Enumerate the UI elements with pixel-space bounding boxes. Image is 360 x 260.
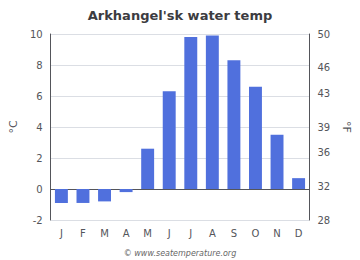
- svg-text:°C: °C: [7, 120, 20, 134]
- svg-text:N: N: [273, 228, 280, 239]
- svg-text:© www.seatemperature.org: © www.seatemperature.org: [124, 249, 236, 258]
- svg-text:A: A: [209, 228, 216, 239]
- svg-text:A: A: [123, 228, 130, 239]
- svg-text:10: 10: [30, 29, 43, 40]
- svg-text:8: 8: [36, 60, 42, 71]
- svg-text:Arkhangel'sk water temp: Arkhangel'sk water temp: [88, 8, 273, 23]
- svg-text:4: 4: [36, 122, 42, 133]
- svg-text:6: 6: [36, 91, 42, 102]
- svg-text:D: D: [295, 228, 303, 239]
- svg-text:F: F: [80, 228, 86, 239]
- svg-text:2: 2: [36, 153, 42, 164]
- svg-text:J: J: [59, 228, 63, 239]
- svg-text:0: 0: [36, 184, 42, 195]
- svg-text:J: J: [167, 228, 171, 239]
- svg-text:M: M: [143, 228, 152, 239]
- svg-text:28: 28: [317, 215, 330, 226]
- svg-text:S: S: [231, 228, 237, 239]
- svg-text:36: 36: [317, 147, 330, 158]
- svg-text:O: O: [252, 228, 260, 239]
- svg-text:M: M: [100, 228, 109, 239]
- svg-text:43: 43: [317, 88, 330, 99]
- svg-text:J: J: [188, 228, 192, 239]
- svg-text:°F: °F: [340, 121, 353, 133]
- svg-text:-2: -2: [33, 215, 43, 226]
- svg-text:32: 32: [317, 181, 330, 192]
- svg-text:39: 39: [317, 122, 330, 133]
- svg-text:50: 50: [317, 29, 330, 40]
- svg-text:46: 46: [317, 62, 330, 73]
